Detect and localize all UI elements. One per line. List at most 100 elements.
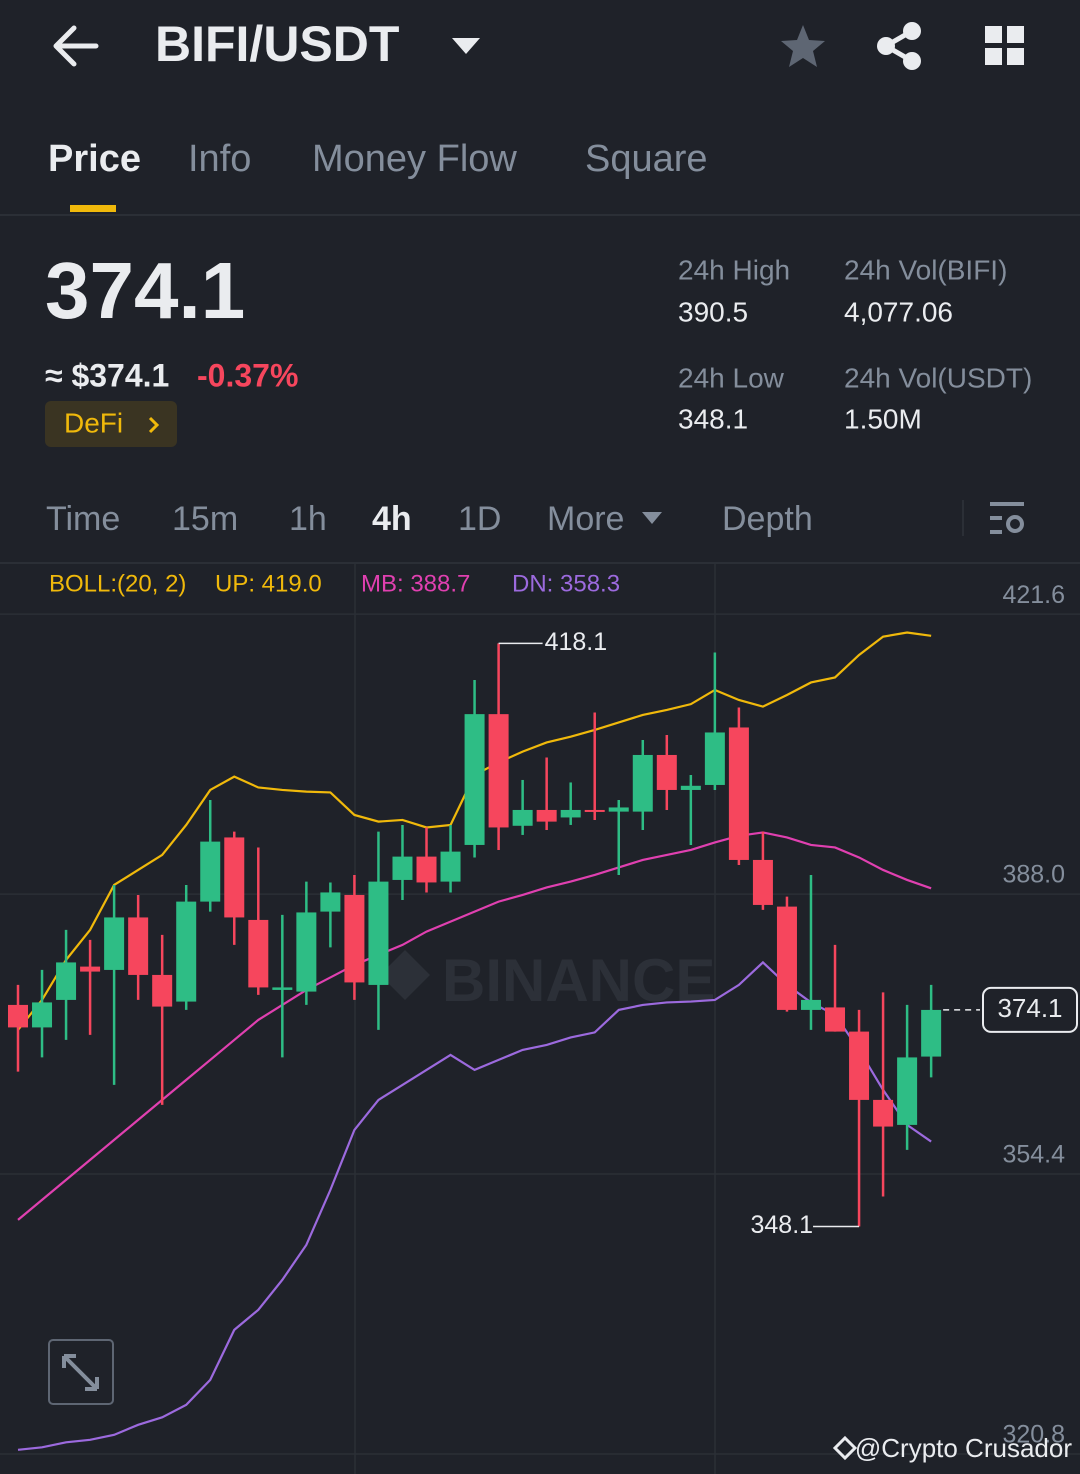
grid-cell: [985, 48, 1002, 65]
candle-body: [584, 809, 605, 812]
candle-body: [272, 987, 293, 990]
interval[interactable]: Time: [46, 500, 120, 538]
credit: @Crypto Crusador: [832, 1433, 1072, 1463]
favorite-star[interactable]: [781, 25, 825, 67]
share-button[interactable]: [877, 22, 921, 70]
candle-body: [752, 859, 773, 905]
band-line: [17, 831, 932, 1221]
candle-body: [8, 1004, 28, 1028]
tab[interactable]: Square: [585, 138, 708, 180]
candle-body: [200, 841, 221, 902]
stat-value: 348.1: [678, 403, 748, 434]
candle-body: [440, 851, 461, 882]
price-box: [982, 986, 1078, 1033]
pair-caret[interactable]: [452, 38, 480, 54]
interval[interactable]: 1D: [458, 500, 501, 538]
tag-bg: [45, 401, 177, 447]
candle-body: [776, 906, 797, 1010]
candle-body: [825, 1007, 846, 1032]
back-button[interactable]: [53, 25, 99, 67]
candle-body: [873, 1099, 894, 1127]
stat-label: 24h Vol(BIFI): [844, 254, 1007, 285]
candle-body: [80, 966, 101, 972]
candle-body: [416, 856, 437, 883]
candle-body: [656, 754, 677, 790]
chart-settings[interactable]: [990, 502, 1024, 534]
expand-frame: [48, 1339, 114, 1405]
grid-menu[interactable]: [985, 26, 1024, 65]
tag-badge[interactable]: DeFi: [45, 401, 177, 447]
tab-indicator: [70, 205, 116, 212]
grid-cell: [985, 26, 1002, 43]
candle-body: [849, 1031, 870, 1100]
legend-label: MB: 388.7: [361, 570, 470, 597]
candle-body: [176, 901, 197, 1002]
candle-body: [921, 1009, 942, 1057]
candle-body: [152, 974, 173, 1007]
candle-body: [536, 809, 557, 822]
interval[interactable]: More: [547, 500, 624, 538]
candle-body: [248, 919, 269, 988]
stat-label: 24h Vol(USDT): [844, 362, 1032, 393]
stat-label: 24h High: [678, 254, 790, 285]
tag-chevron: [148, 416, 160, 434]
tab[interactable]: Money Flow: [312, 138, 517, 180]
candle-body: [897, 1057, 918, 1125]
chart: BINANCE BOLL:(20, 2) 421.6 388.0 354.4 320.…: [0, 564, 1080, 1474]
share-link: [880, 28, 914, 64]
expand-button[interactable]: [48, 1339, 114, 1405]
last-price: 374.1: [45, 246, 245, 335]
tag-label: DeFi: [64, 407, 123, 438]
credit-logo: [832, 1435, 858, 1461]
candle-body: [632, 754, 653, 812]
divider: [962, 500, 964, 536]
candle-body: [224, 837, 245, 918]
y-tick-label: 354.4: [1002, 1141, 1065, 1169]
candle-body: [344, 894, 365, 983]
usd-price: ≈ $374.1: [45, 357, 169, 393]
interval[interactable]: 1h: [289, 500, 327, 538]
candle-body: [320, 892, 341, 912]
grid-cell: [1007, 48, 1024, 65]
tab[interactable]: Price: [48, 138, 141, 180]
low-label: 348.1: [750, 1211, 813, 1239]
more-caret: [642, 512, 662, 524]
candle-body: [296, 912, 317, 992]
credit-text: @Crypto Crusador: [855, 1433, 1072, 1463]
grid-cell: [1007, 26, 1024, 43]
candle-body: [128, 917, 149, 975]
y-tick-label: 388.0: [1002, 861, 1065, 889]
legend-label: DN: 358.3: [512, 570, 620, 597]
price-change: -0.37%: [197, 357, 298, 393]
expand-icon: [62, 1354, 99, 1391]
legend-label: UP: 419.0: [215, 570, 322, 597]
interval[interactable]: 4h: [372, 500, 412, 538]
candle-body: [464, 714, 485, 845]
watermark-logo: [380, 950, 430, 1000]
candle-body: [800, 999, 821, 1010]
candle-body: [608, 807, 629, 812]
y-tick-label: 421.6: [1002, 581, 1065, 609]
candle-body: [512, 809, 533, 826]
legend-title: BOLL:(20, 2): [49, 570, 186, 597]
stat-label: 24h Low: [678, 362, 785, 393]
interval[interactable]: 15m: [172, 500, 238, 538]
candle-body: [704, 732, 725, 785]
back-arrow: [53, 25, 99, 67]
stat-value: 4,077.06: [844, 296, 953, 327]
y-tick-label: 320.8: [1002, 1421, 1065, 1449]
candle-body: [488, 714, 509, 828]
pair-title[interactable]: BIFI/USDT: [155, 16, 399, 72]
tab[interactable]: Info: [188, 138, 251, 180]
candle-body: [392, 856, 413, 880]
interval[interactable]: Depth: [722, 500, 813, 538]
settings-gear: [1006, 515, 1024, 533]
candle-body: [368, 881, 389, 985]
candle-body: [560, 809, 581, 818]
candle-body: [32, 1002, 53, 1028]
divider: [0, 562, 1080, 564]
watermark-text: BINANCE: [442, 947, 715, 1014]
candle-body: [680, 785, 701, 790]
